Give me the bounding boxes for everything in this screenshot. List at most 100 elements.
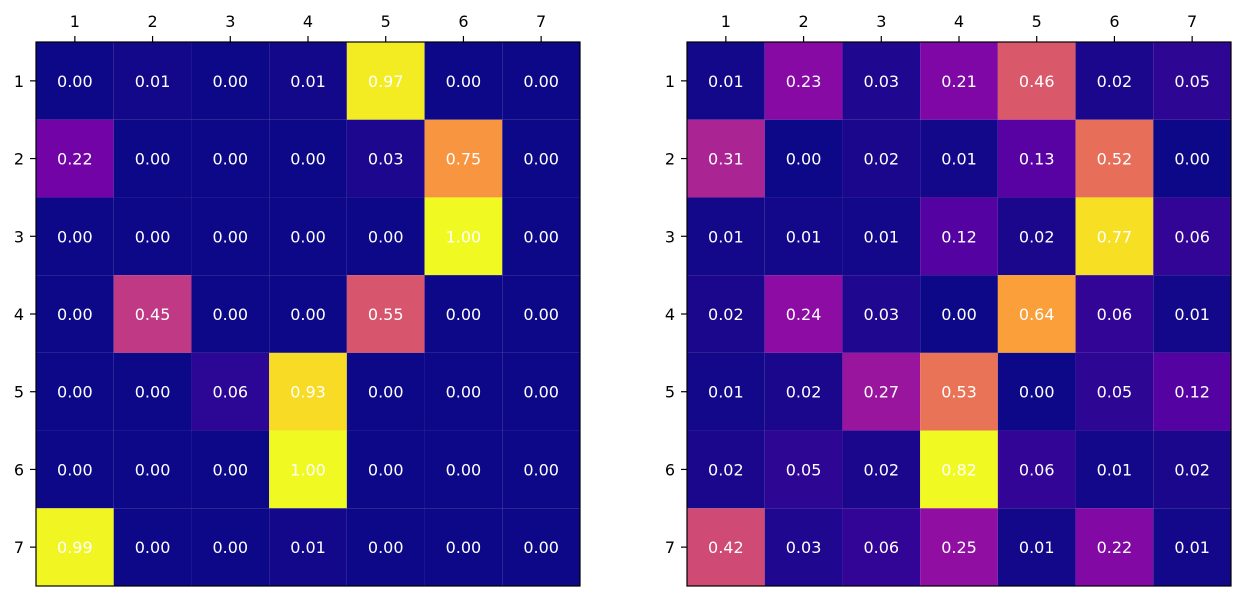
heatmap-cell-r6-c7	[502, 430, 580, 509]
cell-value-r1-c1: 0.01	[708, 72, 744, 91]
cell-value-r1-c2: 0.01	[135, 72, 171, 91]
y-tick-label-2: 2	[14, 150, 24, 169]
heatmap-cell-r4-c6	[424, 275, 503, 353]
y-tick-label-5: 5	[14, 383, 24, 402]
heatmap-cell-r2-c1	[687, 119, 765, 198]
heatmap-cell-r7-c2	[113, 508, 192, 586]
cell-value-r7-c6: 0.22	[1097, 538, 1133, 557]
cell-value-r1-c1: 0.00	[57, 72, 93, 91]
heatmap-cell-r4-c1	[687, 275, 765, 353]
cell-value-r1-c6: 0.00	[446, 72, 482, 91]
cell-value-r7-c7: 0.00	[523, 538, 559, 557]
cell-value-r7-c1: 0.99	[57, 538, 93, 557]
cell-value-r4-c6: 0.06	[1097, 305, 1133, 324]
cell-value-r5-c2: 0.02	[786, 383, 822, 402]
cell-value-r7-c7: 0.01	[1174, 538, 1210, 557]
heatmap-cell-r3-c7	[1153, 197, 1231, 276]
y-tick-label-4: 4	[14, 305, 24, 324]
heatmap-cell-r2-c3	[191, 119, 270, 198]
cell-value-r4-c1: 0.02	[708, 305, 744, 324]
cell-value-r7-c5: 0.00	[368, 538, 404, 557]
heatmap-cell-r1-c1	[687, 42, 765, 120]
heatmap-cell-r6-c4	[269, 430, 347, 509]
y-tick-label-3: 3	[14, 227, 24, 246]
x-tick-label-1: 1	[721, 12, 731, 31]
cell-value-r5-c5: 0.00	[1019, 383, 1055, 402]
heatmap-cell-r4-c5	[346, 275, 425, 353]
y-tick-label-6: 6	[665, 460, 675, 479]
cell-value-r5-c3: 0.06	[212, 383, 248, 402]
cell-value-r2-c1: 0.31	[708, 150, 744, 169]
heatmap-cell-r3-c2	[764, 197, 843, 276]
cell-value-r5-c7: 0.00	[523, 383, 559, 402]
heatmap-cell-r4-c7	[502, 275, 580, 353]
cell-value-r1-c4: 0.21	[941, 72, 977, 91]
heatmap-cell-r2-c7	[1153, 119, 1231, 198]
heatmap-cell-r4-c4	[269, 275, 347, 353]
x-tick-label-4: 4	[954, 12, 964, 31]
cell-value-r7-c6: 0.00	[446, 538, 482, 557]
heatmap-cell-r7-c7	[1153, 508, 1231, 586]
cell-value-r7-c4: 0.01	[290, 538, 326, 557]
heatmap-cell-r7-c1	[687, 508, 765, 586]
cell-value-r6-c1: 0.02	[708, 460, 744, 479]
heatmap-cell-r1-c5	[346, 42, 425, 120]
heatmap-cell-r5-c3	[191, 352, 270, 431]
heatmap-cell-r4-c2	[113, 275, 192, 353]
heatmap-cell-r1-c5	[997, 42, 1076, 120]
y-tick-label-1: 1	[665, 72, 675, 91]
heatmap-cell-r1-c4	[920, 42, 998, 120]
cell-value-r7-c2: 0.00	[135, 538, 171, 557]
cell-value-r2-c1: 0.22	[57, 150, 93, 169]
heatmap-cell-r2-c4	[920, 119, 998, 198]
cell-value-r3-c6: 1.00	[446, 227, 482, 246]
cell-value-r4-c7: 0.01	[1174, 305, 1210, 324]
cell-value-r3-c7: 0.06	[1174, 227, 1210, 246]
cell-value-r3-c3: 0.00	[212, 227, 248, 246]
cell-value-r2-c7: 0.00	[1174, 150, 1210, 169]
cell-value-r4-c2: 0.45	[135, 305, 171, 324]
heatmap-cell-r2-c2	[764, 119, 843, 198]
heatmap-cell-r6-c1	[36, 430, 114, 509]
cell-value-r5-c2: 0.00	[135, 383, 171, 402]
cell-value-r6-c3: 0.00	[212, 460, 248, 479]
heatmap-cell-r6-c1	[687, 430, 765, 509]
cell-value-r1-c6: 0.02	[1097, 72, 1133, 91]
heatmap-cell-r3-c6	[424, 197, 503, 276]
cell-value-r2-c5: 0.03	[368, 150, 404, 169]
heatmap-cell-r1-c2	[113, 42, 192, 120]
heatmap-cell-r4-c7	[1153, 275, 1231, 353]
cell-value-r1-c3: 0.03	[863, 72, 899, 91]
cell-value-r6-c4: 1.00	[290, 460, 326, 479]
cell-value-r1-c4: 0.01	[290, 72, 326, 91]
heatmap-cell-r1-c7	[502, 42, 580, 120]
cell-value-r4-c6: 0.00	[446, 305, 482, 324]
cell-value-r5-c3: 0.27	[863, 383, 899, 402]
x-tick-label-3: 3	[876, 12, 886, 31]
heatmap-cell-r2-c5	[997, 119, 1076, 198]
cell-value-r4-c5: 0.64	[1019, 305, 1055, 324]
heatmap-cell-r5-c3	[842, 352, 921, 431]
heatmap-cell-r3-c5	[997, 197, 1076, 276]
heatmap-cell-r5-c1	[687, 352, 765, 431]
heatmap-cell-r7-c5	[997, 508, 1076, 586]
heatmap-cell-r2-c1	[36, 119, 114, 198]
heatmap-cell-r2-c2	[113, 119, 192, 198]
heatmap-cell-r3-c4	[269, 197, 347, 276]
x-tick-label-6: 6	[1109, 12, 1119, 31]
cell-value-r3-c5: 0.02	[1019, 227, 1055, 246]
cell-value-r1-c7: 0.05	[1174, 72, 1210, 91]
x-tick-label-2: 2	[798, 12, 808, 31]
cell-value-r4-c4: 0.00	[290, 305, 326, 324]
y-tick-label-4: 4	[665, 305, 675, 324]
x-tick-label-5: 5	[381, 12, 391, 31]
cell-value-r3-c1: 0.01	[708, 227, 744, 246]
heatmap-cell-r1-c6	[1075, 42, 1154, 120]
y-tick-label-3: 3	[665, 227, 675, 246]
cell-value-r6-c7: 0.00	[523, 460, 559, 479]
heatmap-cell-r7-c2	[764, 508, 843, 586]
heatmap-cell-r3-c4	[920, 197, 998, 276]
cell-value-r2-c2: 0.00	[786, 150, 822, 169]
heatmap-cell-r1-c6	[424, 42, 503, 120]
